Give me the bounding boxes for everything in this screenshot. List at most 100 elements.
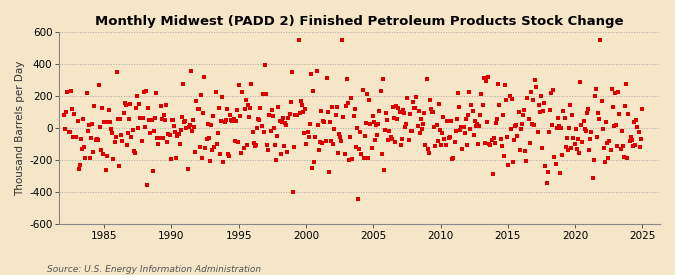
Point xyxy=(188,117,198,122)
Point xyxy=(614,112,625,116)
Point xyxy=(540,163,551,168)
Point xyxy=(140,89,151,94)
Point xyxy=(91,136,102,141)
Point xyxy=(537,146,547,150)
Point xyxy=(577,140,588,144)
Point xyxy=(259,130,269,134)
Point xyxy=(360,121,371,126)
Point xyxy=(610,91,620,95)
Point xyxy=(625,135,636,139)
Point xyxy=(525,89,536,94)
Point xyxy=(89,104,100,108)
Point xyxy=(333,131,344,136)
Point xyxy=(133,126,144,130)
Point xyxy=(235,114,246,118)
Point xyxy=(437,131,448,136)
Point xyxy=(391,104,402,108)
Point xyxy=(499,154,510,158)
Point xyxy=(340,152,350,157)
Point xyxy=(308,88,319,93)
Point xyxy=(84,123,95,127)
Point xyxy=(618,144,628,148)
Point xyxy=(445,135,456,139)
Point xyxy=(321,76,332,81)
Point xyxy=(325,120,335,124)
Point xyxy=(464,90,475,94)
Point xyxy=(494,103,505,107)
Point xyxy=(274,119,285,124)
Point xyxy=(234,82,244,87)
Point xyxy=(406,129,416,133)
Point xyxy=(487,172,498,176)
Point xyxy=(509,138,520,142)
Point xyxy=(604,139,615,143)
Point xyxy=(98,152,109,156)
Point xyxy=(62,90,73,94)
Point xyxy=(190,150,200,155)
Point xyxy=(547,122,558,127)
Point xyxy=(550,162,561,167)
Point xyxy=(169,124,180,128)
Point xyxy=(513,110,524,114)
Point xyxy=(352,125,362,130)
Point xyxy=(446,119,456,123)
Point xyxy=(217,95,227,99)
Point xyxy=(443,135,454,140)
Point xyxy=(209,145,220,149)
Point xyxy=(402,95,413,100)
Point xyxy=(355,130,366,134)
Point xyxy=(167,117,178,122)
Point xyxy=(70,134,81,139)
Point xyxy=(416,117,427,121)
Point xyxy=(248,141,259,145)
Point xyxy=(159,112,169,117)
Point xyxy=(162,140,173,144)
Y-axis label: Thousand Barrels per Day: Thousand Barrels per Day xyxy=(15,60,25,196)
Point xyxy=(146,118,157,122)
Point xyxy=(115,117,126,121)
Point xyxy=(216,119,227,123)
Point xyxy=(155,104,166,108)
Point xyxy=(130,106,141,110)
Point xyxy=(107,131,117,135)
Point xyxy=(633,130,644,134)
Point xyxy=(384,129,395,133)
Point xyxy=(221,107,232,111)
Point xyxy=(367,114,378,118)
Point xyxy=(148,129,159,133)
Point xyxy=(474,123,485,128)
Point xyxy=(596,99,607,103)
Point xyxy=(556,126,566,130)
Point xyxy=(72,119,83,123)
Point xyxy=(257,92,268,96)
Point xyxy=(215,152,225,156)
Point xyxy=(69,112,80,116)
Point xyxy=(364,98,375,103)
Point xyxy=(399,111,410,115)
Point xyxy=(357,87,368,92)
Point xyxy=(362,92,373,96)
Point xyxy=(128,149,139,153)
Point xyxy=(184,123,195,127)
Point xyxy=(502,134,513,139)
Point xyxy=(76,137,86,141)
Point xyxy=(78,117,88,122)
Point xyxy=(196,93,207,97)
Point xyxy=(206,123,217,127)
Point xyxy=(389,116,400,120)
Point xyxy=(335,135,346,139)
Point xyxy=(336,139,347,143)
Point xyxy=(589,158,599,163)
Point xyxy=(220,118,231,123)
Point xyxy=(359,134,370,138)
Point xyxy=(137,116,148,120)
Point xyxy=(130,151,140,155)
Point xyxy=(442,119,453,123)
Point xyxy=(470,124,481,128)
Point xyxy=(122,143,132,147)
Point xyxy=(385,135,396,139)
Point xyxy=(79,144,90,149)
Point xyxy=(273,105,284,109)
Point xyxy=(183,125,194,129)
Point xyxy=(171,156,182,160)
